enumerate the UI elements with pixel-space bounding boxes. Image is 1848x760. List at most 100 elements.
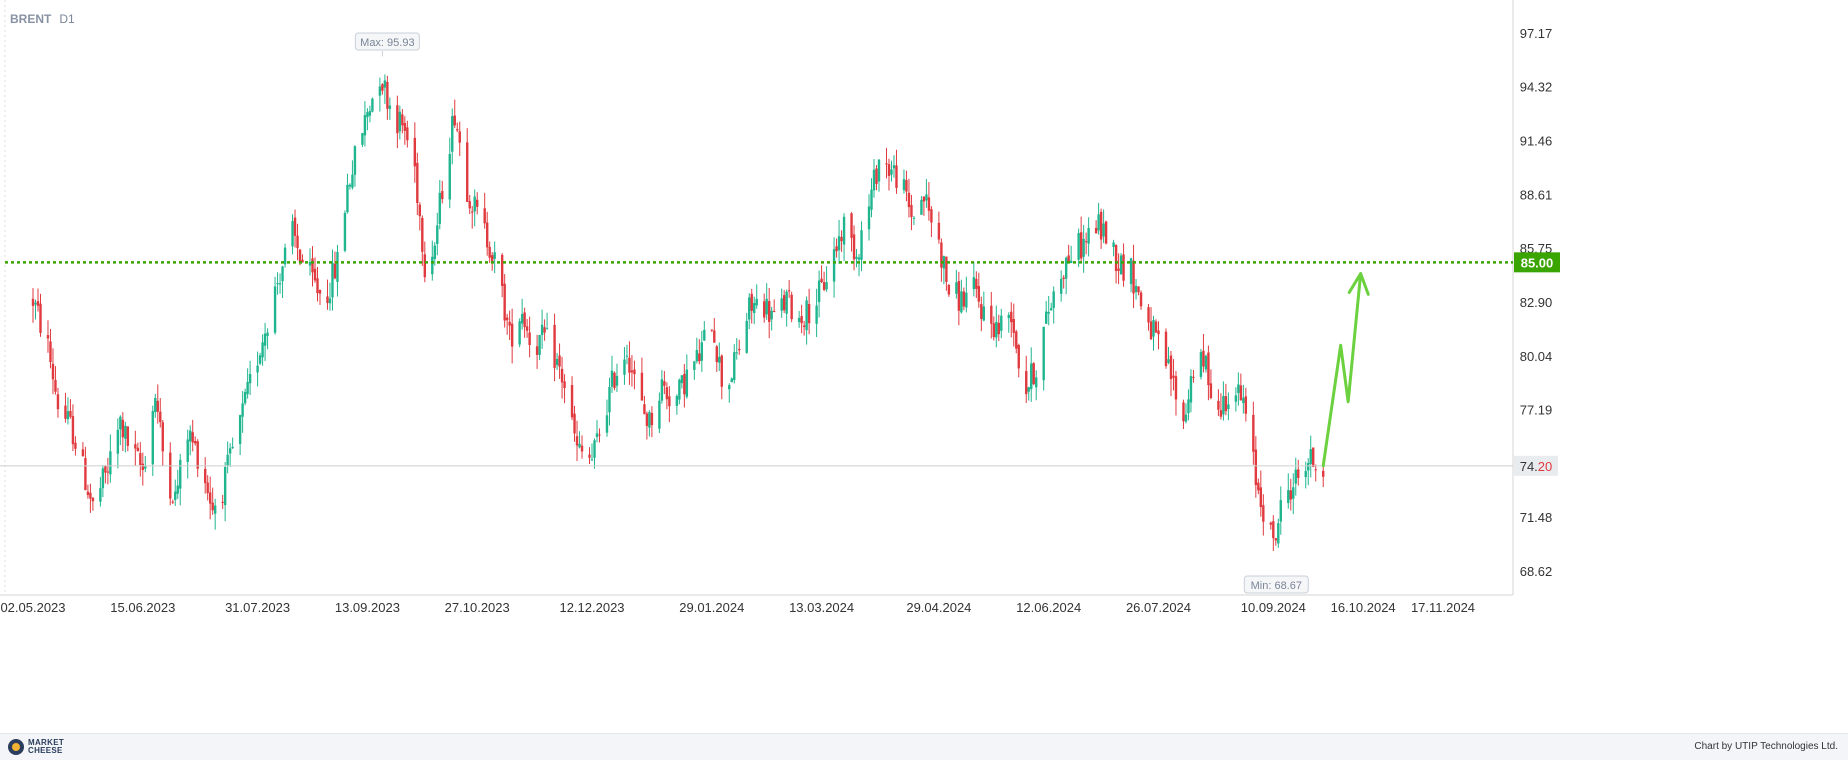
max-label: Max: 95.93 [354,32,420,51]
candle-body [1199,352,1203,377]
candle-body [1045,311,1048,324]
candle-body [573,413,576,434]
candle-body [738,348,741,351]
candle-body [313,268,317,281]
candle-body [860,230,863,260]
candle-body [633,369,636,375]
candle-body [842,216,846,245]
y-tick-label: 82.90 [1520,295,1553,310]
candle-body [525,326,529,331]
candle-body [1025,371,1028,395]
x-tick-label: 15.06.2023 [110,600,175,615]
candle-body [458,131,461,143]
candle-body [660,379,664,401]
candle-body [528,332,531,346]
candle-body [333,263,337,279]
candle-body [191,432,194,443]
candle-body [1134,285,1138,293]
candle-body [870,189,873,210]
candle-body [772,311,776,313]
candle-body [1082,238,1085,257]
candlestick-series [31,74,1325,551]
last-price-tag [1514,455,1558,476]
candle-body [765,298,768,315]
candle-body [615,375,619,386]
candle-body [186,439,189,462]
candle-body [518,321,521,345]
candle-body [293,217,297,236]
candle-body [1010,311,1013,323]
candle-body [1047,312,1050,314]
candle-body [815,305,818,324]
candle-body [318,290,322,294]
candle-body [298,249,302,263]
candle-body [141,463,145,470]
candle-body [144,465,147,469]
candle-body [208,492,212,504]
candle-body [1114,244,1118,272]
candle-body [1174,376,1178,400]
candle-body [189,430,192,442]
candle-body [89,492,92,499]
candle-body [1097,214,1100,231]
candle-body [213,505,217,514]
candle-body [176,485,179,494]
candle-body [510,323,514,347]
candle-body [1222,396,1225,415]
symbol-header: BRENT D1 [10,12,75,26]
candle-body [1030,363,1033,390]
candle-body [895,165,898,188]
candle-body [605,415,609,433]
candle-body [1244,396,1248,414]
candle-body [1139,292,1143,307]
candle-body [346,184,349,213]
candle-body [1084,241,1088,243]
candle-body [685,369,689,397]
candle-body [912,217,916,219]
candle-body [421,217,424,252]
candle-body [877,159,881,182]
candle-body [1079,232,1083,259]
candle-body [363,115,367,136]
candle-body [1007,314,1010,319]
candle-body [805,300,808,331]
candle-body [1242,397,1245,404]
candle-body [91,497,95,502]
y-tick-label: 80.04 [1520,349,1553,364]
candle-body [101,468,105,489]
candle-body [710,329,713,331]
min-label-text: Min: 68.67 [1251,580,1302,592]
candle-body [578,443,581,448]
candle-body [256,365,259,373]
candle-body [1254,449,1258,486]
candle-body [1314,469,1317,471]
candle-body [1102,223,1105,237]
candle-body [955,282,958,294]
candle-body [523,312,526,328]
candle-body [807,303,811,324]
candle-body [1062,277,1065,279]
candle-body [1015,331,1018,349]
candle-body [545,328,549,330]
candle-body [927,197,931,211]
x-tick-label: 27.10.2023 [445,600,510,615]
candle-body [483,208,486,224]
candle-body [975,278,978,289]
candle-body [735,352,738,354]
candle-body [34,302,37,305]
candle-body [311,258,314,273]
candle-body [231,446,234,448]
y-tick-label: 68.62 [1520,564,1553,579]
candle-body [86,491,90,496]
candle-body [281,266,284,282]
candle-body [136,447,140,452]
price-chart[interactable]: Max: 95.93 Min: 68.67 97.17 94.32 91.46 88.6… [0,0,1848,733]
candle-body [1067,255,1070,264]
candle-body [852,234,856,260]
candle-body [1137,286,1140,293]
candle-body [628,357,631,373]
candle-body [366,112,369,118]
candle-body [890,169,893,175]
candle-body [730,378,733,383]
x-tick-label: 13.03.2024 [789,600,854,615]
